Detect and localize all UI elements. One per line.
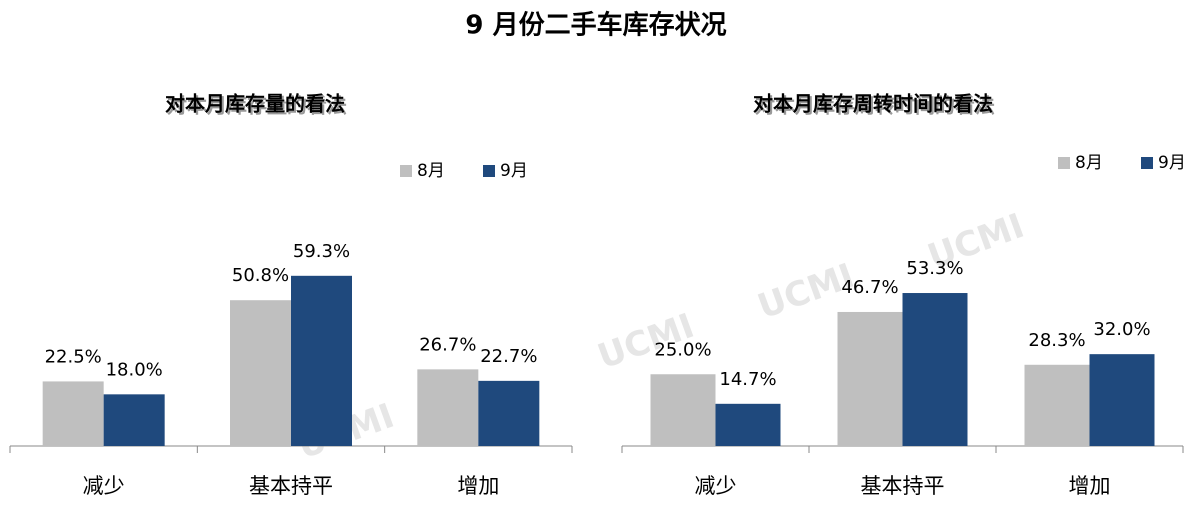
bar — [478, 380, 540, 446]
legend-swatch — [1058, 157, 1070, 169]
value-label: 32.0% — [1093, 319, 1150, 340]
x-tick-label: 增加 — [457, 474, 499, 498]
bar — [42, 381, 104, 446]
value-label: 28.3% — [1028, 330, 1085, 351]
x-tick-label: 基本持平 — [249, 474, 333, 498]
value-label: 25.0% — [654, 339, 711, 360]
legend-label: 9月 — [500, 161, 528, 181]
x-tick-label: 基本持平 — [861, 474, 945, 498]
value-label: 59.3% — [293, 241, 350, 262]
bar — [837, 311, 903, 446]
chart-title-shadow: 对本月库存周转时间的看法 — [755, 94, 995, 118]
x-tick-label: 减少 — [83, 474, 125, 498]
legend-label: 9月 — [1158, 153, 1186, 173]
value-label: 18.0% — [106, 359, 163, 380]
chart-title-shadow: 对本月库存量的看法 — [167, 94, 347, 118]
legend-label: 8月 — [417, 161, 445, 181]
bar — [291, 275, 352, 446]
value-label: 22.5% — [45, 346, 102, 367]
value-label: 22.7% — [480, 346, 537, 367]
value-label: 46.7% — [841, 277, 898, 298]
legend-swatch — [483, 165, 495, 177]
bar — [1089, 354, 1155, 446]
bar — [417, 369, 479, 446]
bar — [902, 293, 968, 446]
bar — [103, 394, 165, 446]
page-title: 9 月份二手车库存状况 — [465, 10, 726, 41]
bar — [230, 300, 291, 446]
legend-swatch — [400, 165, 412, 177]
x-tick-label: 减少 — [695, 474, 737, 498]
chart-title: 对本月库存周转时间的看法 — [753, 92, 993, 116]
legend-swatch — [1141, 157, 1153, 169]
bar — [1024, 364, 1090, 446]
value-label: 53.3% — [906, 258, 963, 279]
value-label: 50.8% — [232, 265, 289, 286]
legend-label: 8月 — [1075, 153, 1103, 173]
x-tick-label: 增加 — [1069, 474, 1111, 498]
bar — [650, 374, 716, 446]
value-label: 14.7% — [719, 369, 776, 390]
bar — [715, 403, 781, 446]
value-label: 26.7% — [419, 334, 476, 355]
chart-title: 对本月库存量的看法 — [165, 92, 345, 116]
